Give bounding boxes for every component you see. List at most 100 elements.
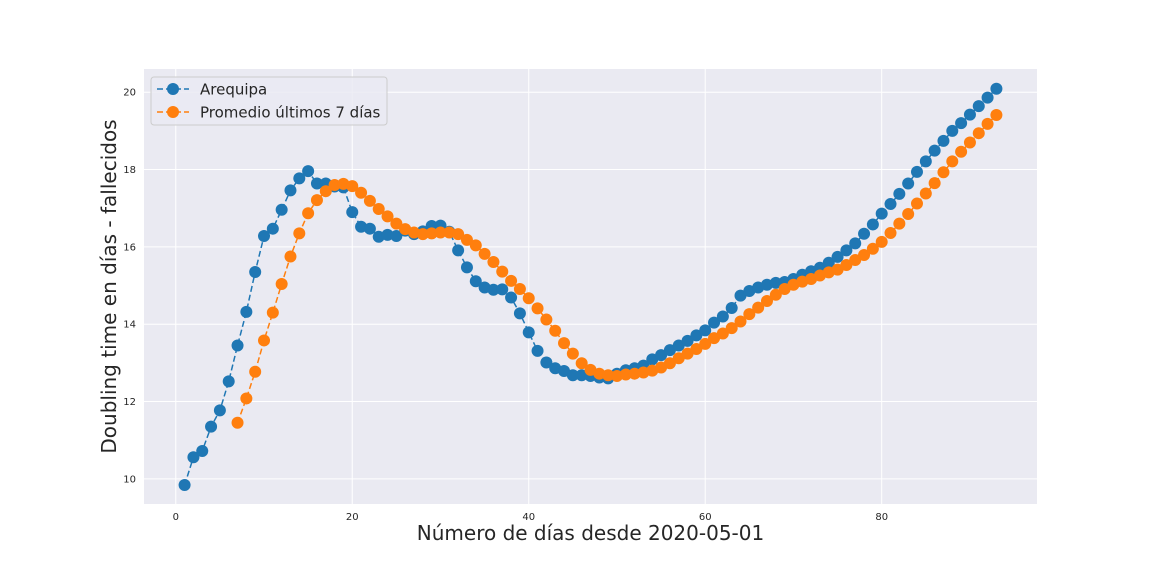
data-point [522, 292, 535, 305]
data-point [363, 222, 376, 235]
y-tick-label: 18 [123, 165, 136, 176]
x-tick-label: 40 [522, 512, 535, 523]
data-point [946, 155, 959, 168]
legend: Arequipa Promedio últimos 7 días [150, 76, 388, 126]
data-point [487, 255, 500, 268]
legend-marker-arequipa [167, 83, 179, 95]
data-point [760, 295, 773, 307]
data-point [875, 235, 888, 248]
legend-label-arequipa: Arequipa [200, 81, 267, 99]
data-point [478, 247, 491, 260]
data-point [302, 207, 315, 220]
data-point [884, 197, 897, 210]
data-point [769, 276, 782, 289]
plot-area [144, 69, 1037, 504]
data-point [602, 369, 615, 382]
data-point [699, 337, 712, 350]
data-point [725, 322, 738, 335]
data-point [672, 352, 685, 365]
data-point [575, 357, 588, 370]
data-point [681, 334, 694, 347]
data-point [381, 228, 394, 241]
data-point [505, 291, 518, 304]
data-point [743, 308, 756, 321]
data-point [240, 392, 253, 405]
data-point [840, 259, 853, 272]
y-tick-label: 20 [123, 88, 136, 99]
data-point [840, 244, 853, 257]
data-point [240, 305, 253, 318]
data-point [928, 144, 941, 157]
data-point [310, 177, 323, 190]
data-point [496, 283, 509, 296]
data-point [699, 324, 712, 337]
x-tick-label: 80 [875, 512, 888, 523]
data-point [672, 339, 685, 352]
data-point [822, 256, 835, 269]
data-point [910, 165, 923, 178]
data-point [372, 202, 385, 215]
data-point [522, 326, 535, 339]
y-tick-label: 14 [123, 320, 136, 331]
data-point [610, 370, 623, 383]
data-point [390, 217, 403, 230]
legend-marker-promedio [167, 106, 179, 118]
data-point [849, 237, 862, 250]
data-point [858, 248, 871, 261]
data-point [549, 324, 562, 337]
data-point [249, 266, 262, 278]
data-point [716, 310, 729, 323]
data-point [460, 261, 473, 274]
data-point [566, 347, 579, 360]
data-point [708, 332, 721, 345]
data-point [981, 117, 994, 130]
legend-box [150, 76, 388, 126]
data-point [284, 184, 297, 197]
data-point [293, 172, 306, 185]
data-point [443, 226, 456, 239]
data-point [831, 250, 844, 263]
data-point [452, 228, 465, 241]
data-point [937, 134, 950, 147]
data-point [734, 315, 747, 328]
data-point [469, 239, 482, 252]
data-point [769, 288, 782, 301]
data-point [487, 283, 500, 296]
data-point [284, 250, 297, 263]
data-point [319, 185, 332, 198]
data-point [310, 194, 323, 207]
data-point [275, 203, 288, 216]
data-point [663, 357, 676, 370]
data-point [328, 179, 341, 191]
data-point [425, 227, 438, 240]
data-point [363, 194, 376, 207]
data-point [725, 301, 738, 314]
data-point [496, 265, 509, 278]
data-point [222, 375, 235, 388]
data-point [460, 233, 473, 246]
data-point [205, 420, 218, 433]
data-point [972, 127, 985, 140]
data-point [690, 329, 703, 342]
data-point [187, 451, 200, 464]
data-point [681, 347, 694, 360]
x-tick-label: 0 [173, 512, 179, 523]
data-point [919, 187, 932, 200]
data-point [981, 91, 994, 104]
data-point [513, 307, 526, 320]
data-point [858, 227, 871, 240]
x-tick-label: 60 [699, 512, 712, 523]
data-point [690, 342, 703, 355]
data-point [708, 316, 721, 329]
data-point [381, 210, 394, 223]
data-point [231, 416, 244, 429]
data-point [293, 227, 306, 240]
grid [144, 69, 1037, 504]
data-point [866, 242, 879, 255]
data-point [990, 82, 1003, 95]
data-point [963, 136, 976, 149]
data-point [902, 177, 915, 190]
data-point [540, 356, 553, 369]
data-point [972, 100, 985, 113]
